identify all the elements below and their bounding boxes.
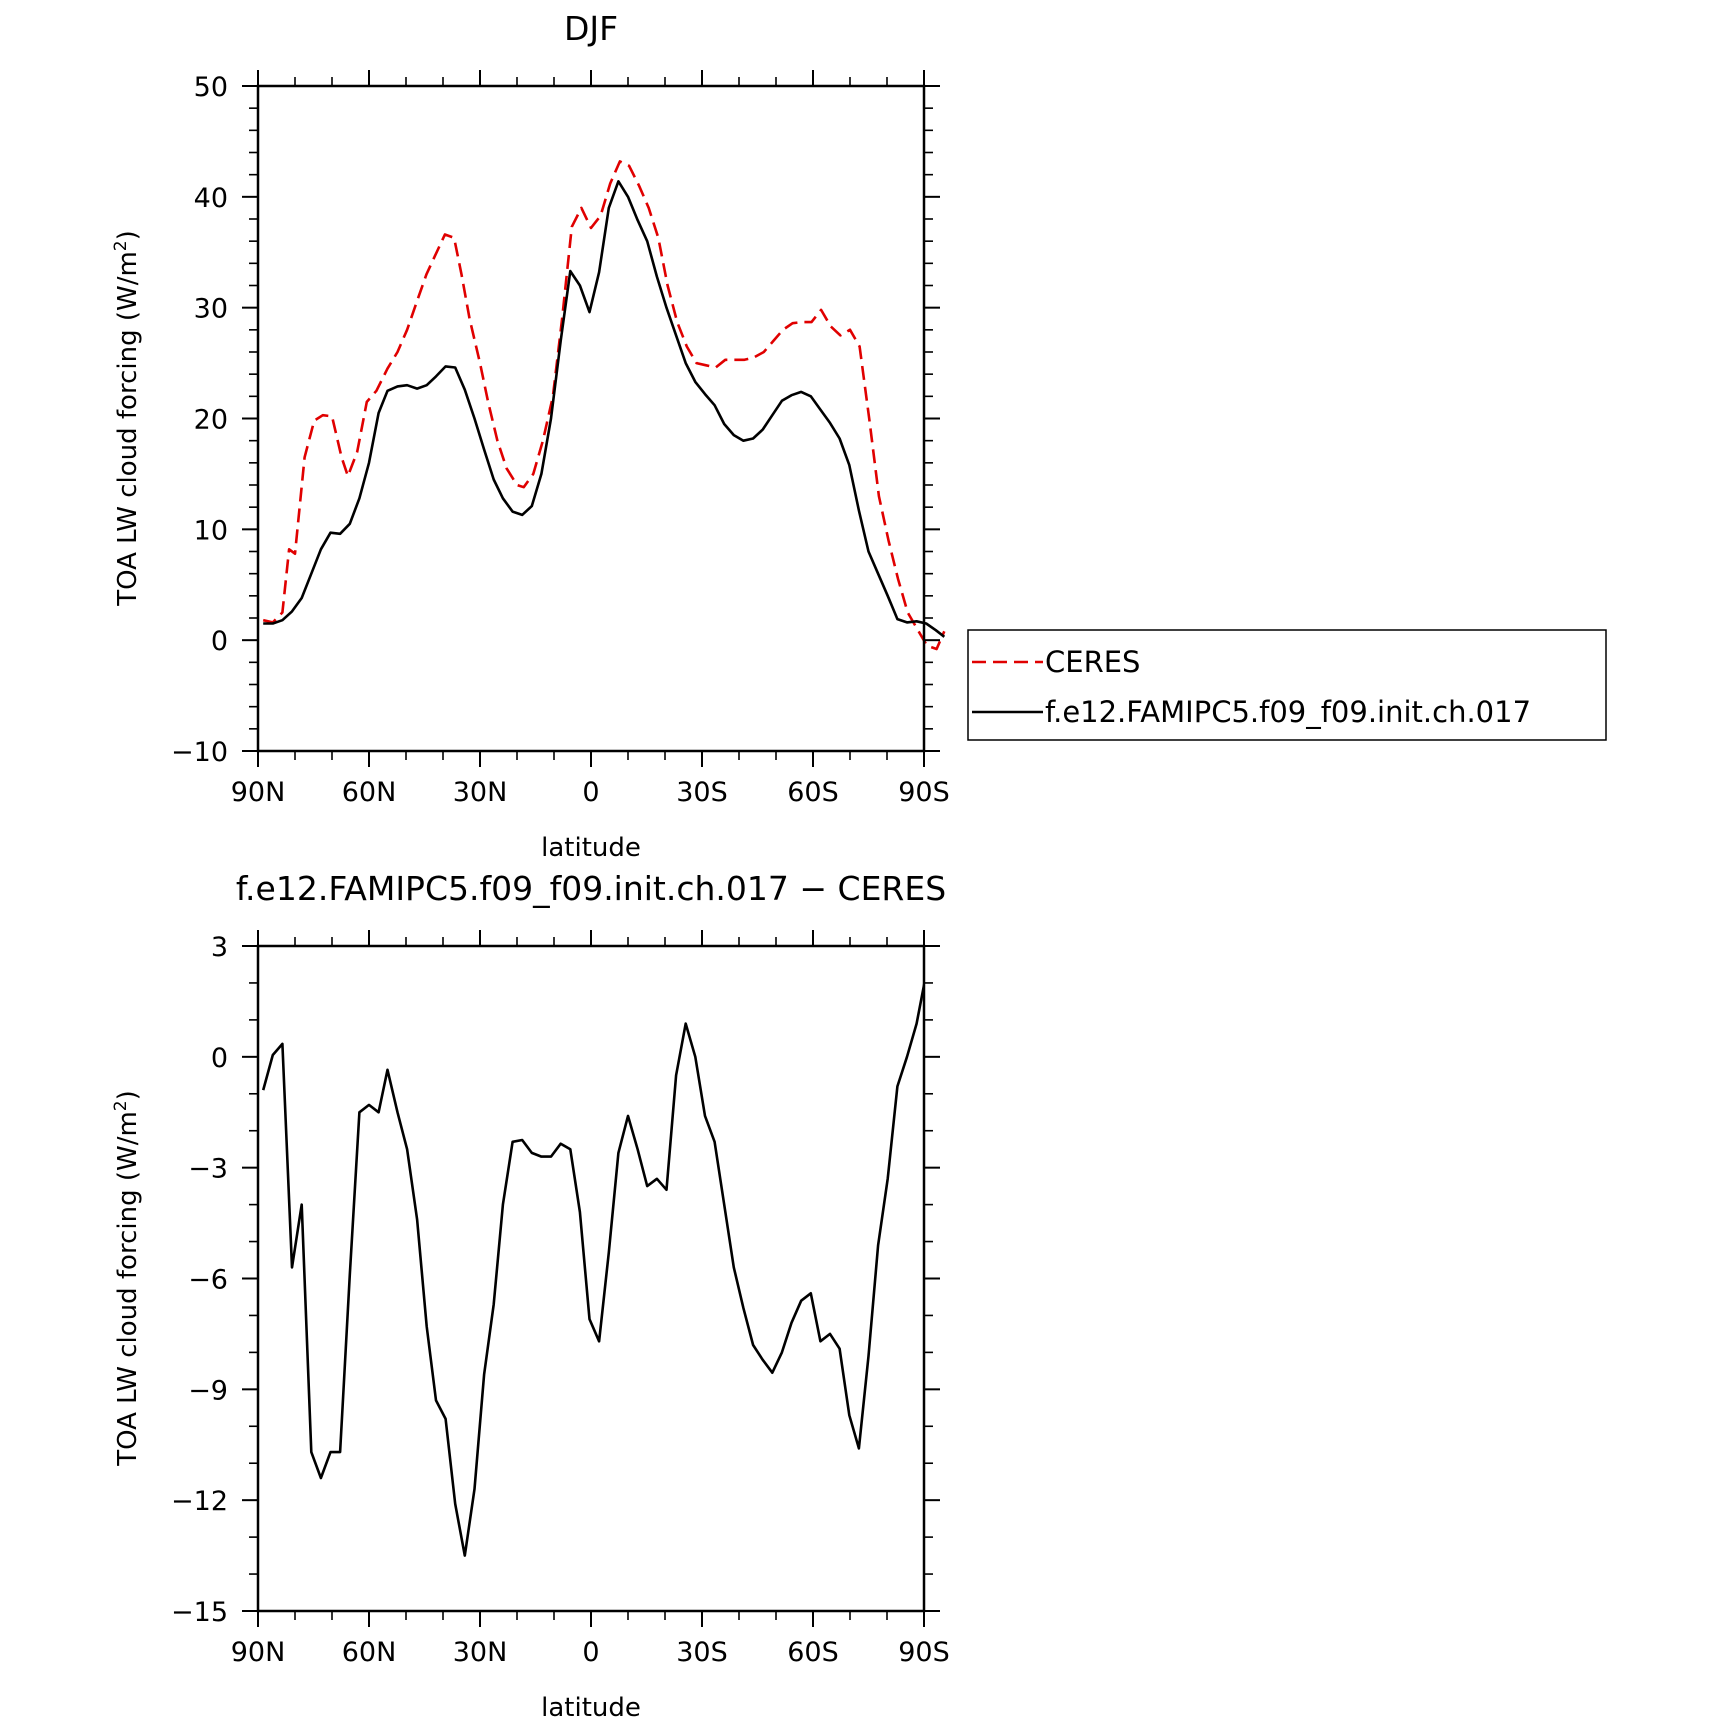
bottom-panel-title: f.e12.FAMIPC5.f09_f09.init.ch.017 − CERE… bbox=[236, 869, 946, 908]
legend-label-model: f.e12.FAMIPC5.f09_f09.init.ch.017 bbox=[1045, 695, 1531, 729]
y-tick-label: 20 bbox=[194, 405, 228, 436]
bottom-x-axis-label: latitude bbox=[541, 1693, 641, 1723]
legend-box bbox=[967, 629, 1607, 741]
y-tick-label: 30 bbox=[194, 294, 228, 325]
top-panel: DJF 90N 60N 30N 0 30S 60S 90S 50 40 30 20 10 0 −10 la… bbox=[111, 9, 950, 863]
y-tick-label: −15 bbox=[171, 1597, 228, 1628]
top-panel-title: DJF bbox=[564, 9, 618, 48]
bottom-panel: f.e12.FAMIPC5.f09_f09.init.ch.017 − CERE… bbox=[111, 869, 950, 1723]
x-tick-label: 90N bbox=[231, 777, 286, 808]
x-tick-label: 60N bbox=[342, 1637, 397, 1668]
legend-label-ceres: CERES bbox=[1045, 645, 1140, 679]
x-tick-label: 30S bbox=[676, 1637, 728, 1668]
x-tick-label: 30N bbox=[453, 777, 508, 808]
series-line-model bbox=[263, 180, 946, 638]
series-line-difference bbox=[261, 978, 924, 1557]
y-tick-label: −6 bbox=[188, 1265, 228, 1296]
x-tick-label: 60S bbox=[787, 777, 839, 808]
x-tick-label: 0 bbox=[582, 777, 599, 808]
top-x-axis-label: latitude bbox=[541, 833, 641, 863]
series-line-ceres bbox=[262, 160, 946, 651]
y-tick-label: 40 bbox=[194, 183, 228, 214]
y-tick-label: −3 bbox=[188, 1154, 228, 1185]
y-tick-label: −9 bbox=[188, 1375, 228, 1406]
x-tick-label: 30S bbox=[676, 777, 728, 808]
x-tick-label: 90S bbox=[898, 777, 950, 808]
bottom-y-axis-label: TOA LW cloud forcing (W/m2) bbox=[111, 1090, 143, 1467]
x-tick-label: 90S bbox=[898, 1637, 950, 1668]
y-tick-label: 3 bbox=[211, 932, 228, 963]
y-tick-label: −10 bbox=[171, 737, 228, 768]
y-tick-label: 50 bbox=[194, 72, 228, 103]
legend: CERES f.e12.FAMIPC5.f09_f09.init.ch.017 bbox=[967, 629, 1607, 741]
x-tick-label: 60N bbox=[342, 777, 397, 808]
x-tick-label: 60S bbox=[787, 1637, 839, 1668]
y-tick-label: 10 bbox=[194, 515, 228, 546]
y-tick-label: 0 bbox=[211, 1043, 228, 1074]
top-y-axis-label: TOA LW cloud forcing (W/m2) bbox=[111, 230, 143, 607]
y-tick-label: 0 bbox=[211, 626, 228, 657]
y-tick-label: −12 bbox=[171, 1486, 228, 1517]
x-tick-label: 90N bbox=[231, 1637, 286, 1668]
x-tick-label: 30N bbox=[453, 1637, 508, 1668]
x-tick-label: 0 bbox=[582, 1637, 599, 1668]
